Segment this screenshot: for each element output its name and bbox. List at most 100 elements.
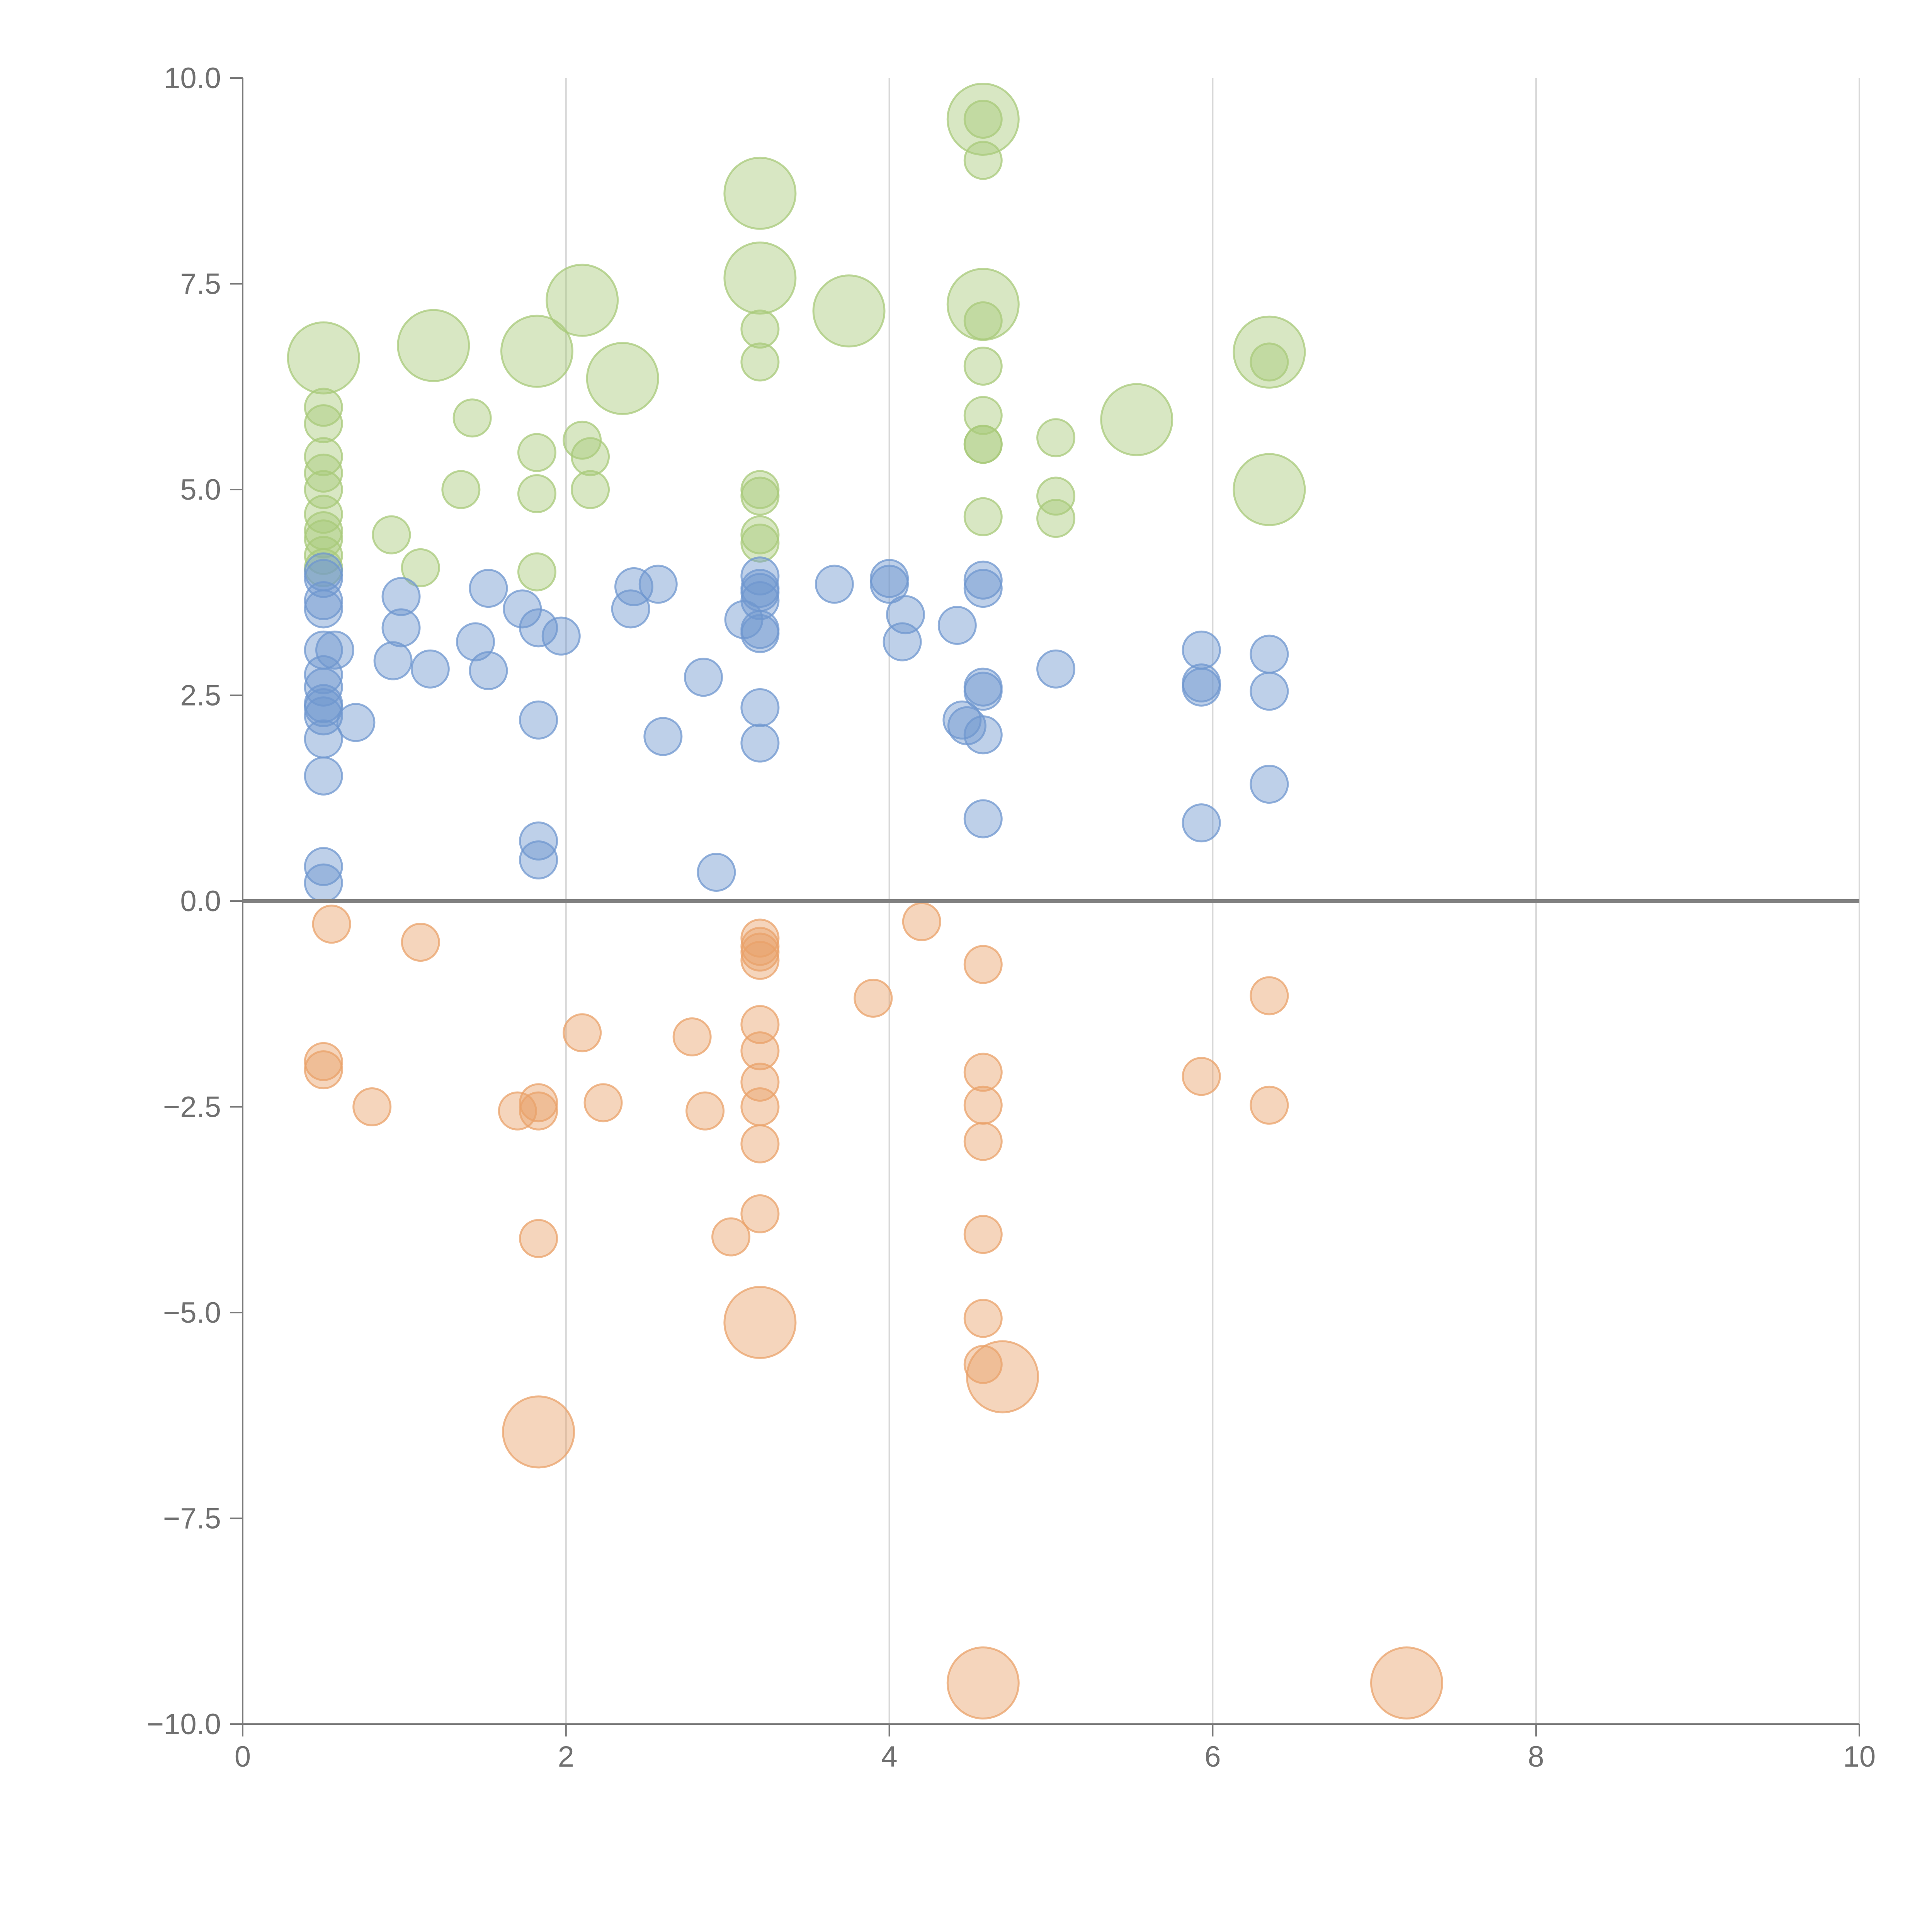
bubble-point[interactable] — [740, 940, 780, 980]
bubble-point[interactable] — [740, 342, 780, 382]
bubble-point[interactable] — [740, 918, 780, 958]
bubble-point[interactable] — [563, 1013, 602, 1053]
bubble-point[interactable] — [381, 577, 421, 616]
bubble-point[interactable] — [519, 608, 558, 648]
bubble-point[interactable] — [519, 1091, 558, 1131]
bubble-point[interactable] — [304, 1050, 343, 1090]
bubble-point[interactable] — [963, 945, 1003, 984]
bubble-point[interactable] — [963, 1215, 1003, 1254]
bubble-point[interactable] — [571, 470, 610, 509]
bubble-point[interactable] — [1370, 1646, 1443, 1719]
bubble-point[interactable] — [304, 453, 343, 493]
bubble-point[interactable] — [1100, 383, 1173, 456]
bubble-point[interactable] — [740, 688, 780, 727]
bubble-point[interactable] — [684, 658, 723, 697]
bubble-point[interactable] — [740, 581, 780, 621]
bubble-point[interactable] — [942, 700, 982, 740]
bubble-point[interactable] — [711, 1217, 751, 1257]
bubble-point[interactable] — [723, 242, 797, 315]
bubble-point[interactable] — [586, 342, 659, 415]
bubble-point[interactable] — [963, 497, 1003, 536]
bubble-point[interactable] — [740, 515, 780, 554]
bubble-point[interactable] — [963, 560, 1003, 600]
bubble-point[interactable] — [740, 1194, 780, 1233]
bubble-point[interactable] — [886, 595, 925, 634]
bubble-point[interactable] — [1036, 476, 1076, 516]
bubble-point[interactable] — [963, 425, 1003, 464]
bubble-point[interactable] — [963, 1053, 1003, 1092]
bubble-point[interactable] — [963, 799, 1003, 838]
bubble-point[interactable] — [410, 649, 450, 689]
bubble-point[interactable] — [740, 523, 780, 563]
bubble-point[interactable] — [902, 902, 941, 941]
bubble-point[interactable] — [312, 905, 351, 944]
bubble-point[interactable] — [397, 309, 470, 382]
bubble-point[interactable] — [1250, 1085, 1289, 1125]
bubble-point[interactable] — [963, 569, 1003, 608]
bubble-point[interactable] — [304, 581, 343, 621]
bubble-point[interactable] — [1036, 649, 1076, 689]
bubble-point[interactable] — [963, 1085, 1003, 1125]
bubble-point[interactable] — [1036, 499, 1076, 538]
bubble-point[interactable] — [963, 396, 1003, 435]
bubble-point[interactable] — [638, 565, 678, 604]
bubble-point[interactable] — [304, 719, 343, 759]
bubble-point[interactable] — [456, 622, 495, 662]
bubble-point[interactable] — [519, 1083, 558, 1122]
bubble-point[interactable] — [401, 923, 440, 962]
bubble-point[interactable] — [672, 1017, 712, 1056]
bubble-point[interactable] — [812, 274, 886, 348]
bubble-point[interactable] — [304, 559, 343, 598]
bubble-point[interactable] — [304, 1042, 343, 1081]
bubble-point[interactable] — [571, 437, 610, 476]
bubble-point[interactable] — [304, 667, 343, 707]
bubble-point[interactable] — [854, 978, 893, 1018]
bubble-point[interactable] — [740, 932, 780, 972]
bubble-point[interactable] — [1182, 803, 1221, 843]
bubble-point[interactable] — [937, 605, 977, 645]
bubble-point[interactable] — [517, 474, 556, 514]
bubble-point[interactable] — [401, 548, 440, 587]
bubble-point[interactable] — [304, 688, 343, 727]
bubble-point[interactable] — [336, 703, 376, 742]
bubble-point[interactable] — [963, 1122, 1003, 1161]
bubble-point[interactable] — [304, 655, 343, 694]
bubble-point[interactable] — [304, 847, 343, 886]
bubble-point[interactable] — [441, 470, 481, 509]
bubble-point[interactable] — [304, 437, 343, 476]
bubble-point[interactable] — [304, 536, 343, 575]
bubble-point[interactable] — [373, 641, 413, 680]
bubble-point[interactable] — [740, 1031, 780, 1071]
bubble-point[interactable] — [1250, 342, 1289, 382]
bubble-point[interactable] — [1036, 418, 1076, 457]
bubble-point[interactable] — [963, 141, 1003, 180]
bubble-point[interactable] — [963, 347, 1003, 386]
bubble-point[interactable] — [966, 1340, 1039, 1413]
bubble-point[interactable] — [685, 1091, 725, 1131]
bubble-point[interactable] — [963, 100, 1003, 139]
bubble-point[interactable] — [1182, 630, 1221, 670]
bubble-point[interactable] — [815, 565, 854, 604]
bubble-point[interactable] — [381, 608, 421, 648]
bubble-point[interactable] — [963, 715, 1003, 755]
bubble-point[interactable] — [517, 552, 556, 592]
bubble-point[interactable] — [740, 1124, 780, 1163]
bubble-point[interactable] — [519, 700, 558, 740]
bubble-point[interactable] — [697, 852, 736, 892]
bubble-point[interactable] — [583, 1083, 623, 1122]
bubble-point[interactable] — [946, 1646, 1020, 1719]
bubble-point[interactable] — [1182, 1057, 1221, 1096]
bubble-point[interactable] — [315, 630, 354, 670]
bubble-point[interactable] — [946, 83, 1020, 156]
bubble-point[interactable] — [740, 614, 780, 653]
bubble-point[interactable] — [304, 388, 343, 427]
bubble-point[interactable] — [304, 404, 343, 444]
bubble-point[interactable] — [517, 433, 556, 472]
bubble-point[interactable] — [304, 756, 343, 796]
bubble-point[interactable] — [469, 569, 508, 608]
bubble-point[interactable] — [1182, 667, 1221, 707]
bubble-point[interactable] — [740, 310, 780, 349]
bubble-point[interactable] — [287, 321, 360, 395]
bubble-point[interactable] — [304, 863, 343, 903]
bubble-point[interactable] — [304, 696, 343, 736]
